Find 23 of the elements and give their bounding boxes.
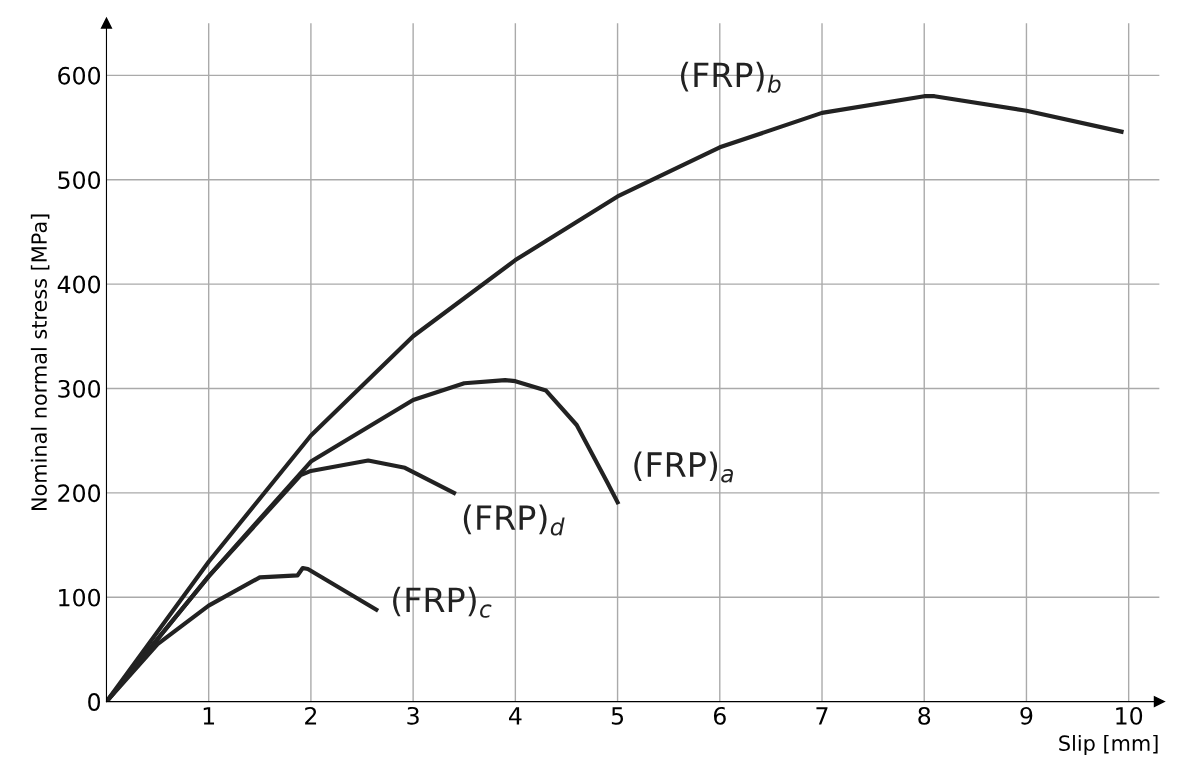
x-tick-label: 4 (508, 707, 522, 725)
x-axis-title: Slip [mm] (1059, 734, 1158, 756)
y-tick-label: 400 (57, 275, 101, 294)
x-tick-label: 8 (918, 706, 931, 725)
series-label: (FRP)$_{a}$ (634, 451, 733, 483)
x-tick-label: 5 (611, 707, 624, 725)
y-tick-label: 600 (58, 66, 101, 85)
x-tick-label: 1 (203, 707, 215, 725)
y-tick-label: 500 (58, 171, 101, 190)
x-tick-label: 3 (407, 706, 419, 725)
y-axis-title: Nominal normal stress [MPa] (30, 214, 50, 510)
series-label: (FRP)$_{d}$ (463, 504, 565, 536)
x-tick-label: 9 (1020, 706, 1033, 725)
x-tick-label: 10 (1116, 706, 1143, 725)
y-tick-label: 300 (58, 379, 101, 398)
x-tick-label: 2 (305, 706, 317, 725)
series-label: (FRP)$_{b}$ (680, 61, 781, 93)
y-tick-label: 200 (58, 484, 101, 503)
y-tick-label: 100 (59, 588, 101, 607)
y-tick-label: 0 (88, 693, 101, 711)
x-tick-label: 6 (713, 706, 726, 725)
series-label: (FRP)$_{c}$ (393, 586, 492, 618)
x-tick-label: 7 (816, 707, 828, 725)
